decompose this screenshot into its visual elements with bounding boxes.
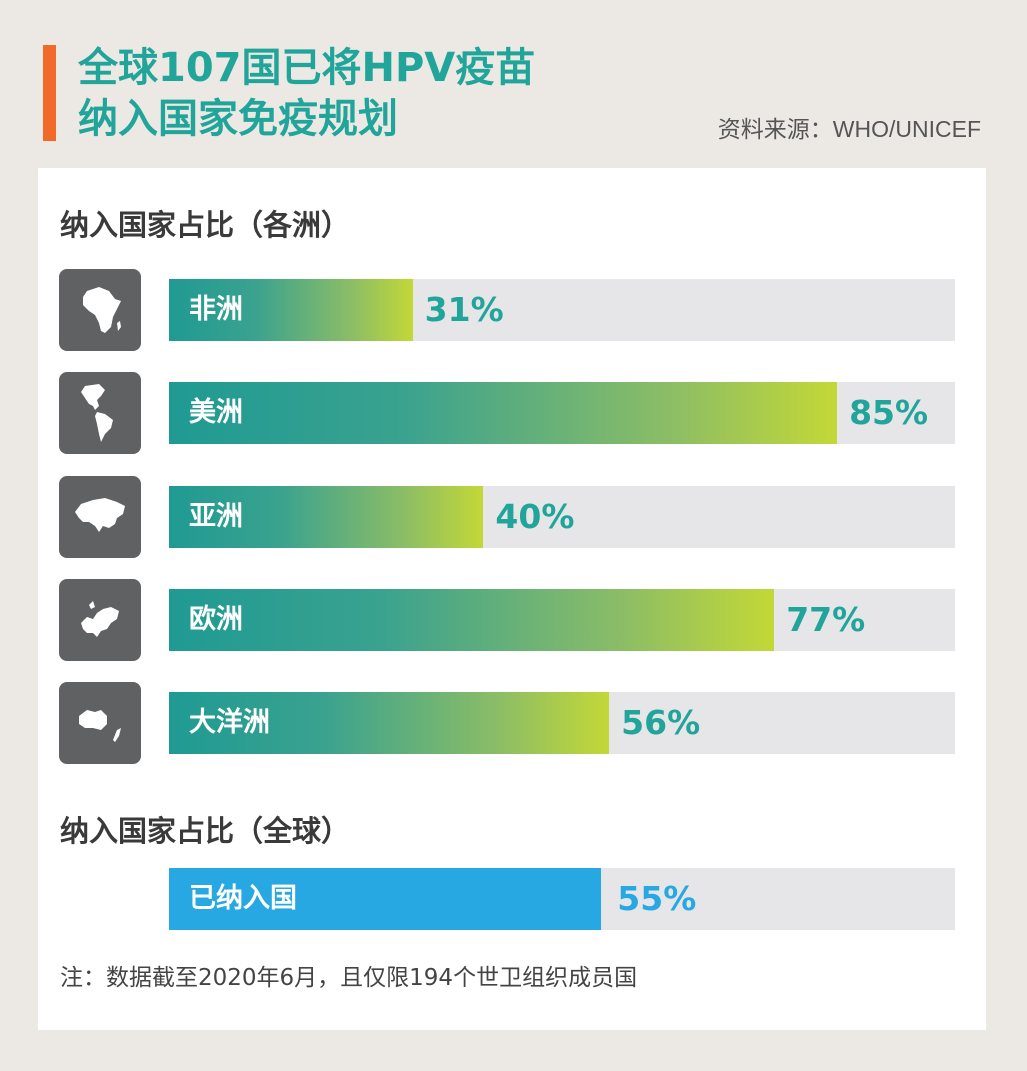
bar-category-label: 大洋洲 <box>189 707 270 738</box>
bar-value-label: 77% <box>786 600 866 639</box>
bar-fill <box>169 589 775 651</box>
bar-category-label: 欧洲 <box>189 604 243 635</box>
global-bar-track: 已纳入国 55% <box>169 868 955 930</box>
bar-track: 非洲 31% <box>169 279 955 341</box>
page-title-line-1: 全球107国已将HPV疫苗 <box>78 45 536 91</box>
global-bar-fill <box>169 868 602 930</box>
global-bar-value-label: 55% <box>617 879 697 918</box>
footnote: 注：数据截至2020年6月，且仅限194个世卫组织成员国 <box>60 965 638 991</box>
asia-icon <box>59 476 141 558</box>
europe-icon <box>59 579 141 661</box>
page-title-line-2: 纳入国家免疫规划 <box>78 96 398 142</box>
bar-category-label: 非洲 <box>189 294 243 325</box>
bar-value-label: 56% <box>621 703 701 742</box>
continents-section-title: 纳入国家占比（各洲） <box>60 208 351 242</box>
bar-fill <box>169 486 484 548</box>
bar-fill <box>169 382 838 444</box>
continent-row: 大洋洲 56% <box>38 682 986 766</box>
source-text: 资料来源：WHO/UNICEF <box>717 116 981 142</box>
bar-value-label: 40% <box>495 497 575 536</box>
bar-category-label: 美洲 <box>189 397 243 428</box>
bar-value-label: 85% <box>849 393 929 432</box>
americas-icon <box>59 372 141 454</box>
continent-row: 非洲 31% <box>38 269 986 353</box>
bar-fill <box>169 692 610 754</box>
bar-track: 大洋洲 56% <box>169 692 955 754</box>
title-accent-bar <box>43 45 56 141</box>
global-section-title: 纳入国家占比（全球） <box>60 814 351 848</box>
global-bar-label: 已纳入国 <box>189 883 297 914</box>
bar-category-label: 亚洲 <box>189 501 243 532</box>
bar-fill <box>169 279 413 341</box>
bar-track: 美洲 85% <box>169 382 955 444</box>
bar-value-label: 31% <box>424 290 504 329</box>
continent-row: 欧洲 77% <box>38 579 986 663</box>
bar-track: 亚洲 40% <box>169 486 955 548</box>
oceania-icon <box>59 682 141 764</box>
continent-row: 美洲 85% <box>38 372 986 456</box>
bar-track: 欧洲 77% <box>169 589 955 651</box>
continent-row: 亚洲 40% <box>38 476 986 560</box>
africa-icon <box>59 269 141 351</box>
chart-card: 纳入国家占比（各洲） 非洲 31% 美洲 85% 亚洲 40% 欧洲 77% 大洋洲 56% 纳入… <box>38 168 986 1030</box>
